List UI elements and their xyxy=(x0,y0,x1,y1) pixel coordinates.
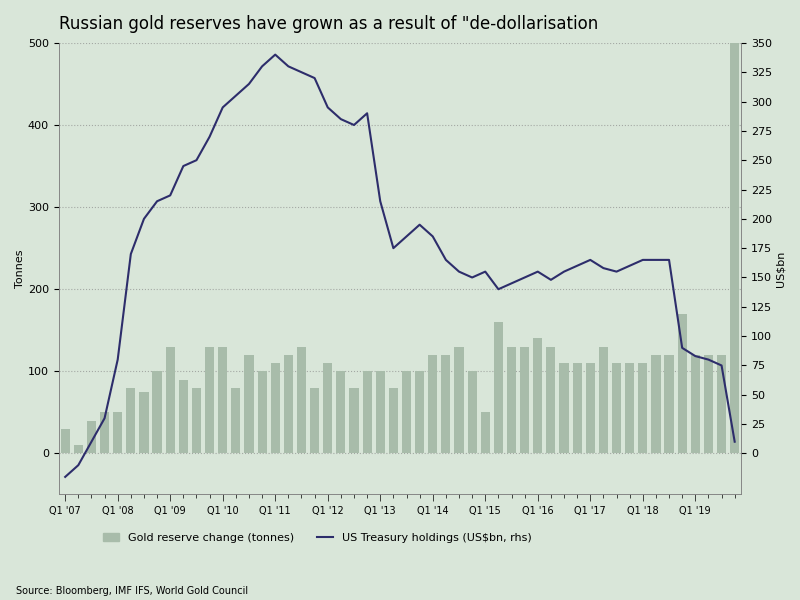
Bar xyxy=(678,314,686,454)
Bar xyxy=(559,363,569,454)
Bar xyxy=(389,388,398,454)
Bar xyxy=(284,355,293,454)
Bar xyxy=(231,388,241,454)
Bar xyxy=(310,388,319,454)
Bar xyxy=(258,371,266,454)
Bar xyxy=(113,412,122,454)
Bar xyxy=(573,363,582,454)
Bar xyxy=(704,355,713,454)
Y-axis label: US$bn: US$bn xyxy=(775,251,785,287)
Bar xyxy=(166,347,175,454)
Legend: Gold reserve change (tonnes), US Treasury holdings (US$bn, rhs): Gold reserve change (tonnes), US Treasur… xyxy=(98,529,537,548)
Bar xyxy=(100,412,109,454)
Bar xyxy=(625,363,634,454)
Bar xyxy=(586,363,595,454)
Y-axis label: Tonnes: Tonnes xyxy=(15,250,25,288)
Bar xyxy=(126,388,135,454)
Bar xyxy=(74,445,83,454)
Bar xyxy=(402,371,411,454)
Bar xyxy=(494,322,503,454)
Bar xyxy=(612,363,621,454)
Bar xyxy=(428,355,438,454)
Text: Source: Bloomberg, IMF IFS, World Gold Council: Source: Bloomberg, IMF IFS, World Gold C… xyxy=(16,586,248,596)
Bar xyxy=(218,347,227,454)
Bar xyxy=(651,355,661,454)
Bar xyxy=(546,347,555,454)
Bar xyxy=(244,355,254,454)
Bar xyxy=(665,355,674,454)
Bar xyxy=(415,371,424,454)
Bar xyxy=(454,347,464,454)
Bar xyxy=(350,388,358,454)
Bar xyxy=(336,371,346,454)
Bar xyxy=(507,347,516,454)
Bar xyxy=(139,392,149,454)
Bar xyxy=(467,371,477,454)
Bar xyxy=(192,388,201,454)
Bar xyxy=(61,429,70,454)
Text: Russian gold reserves have grown as a result of "de-dollarisation: Russian gold reserves have grown as a re… xyxy=(58,15,598,33)
Bar xyxy=(638,363,647,454)
Bar xyxy=(376,371,385,454)
Bar xyxy=(533,338,542,454)
Bar xyxy=(599,347,608,454)
Bar xyxy=(297,347,306,454)
Bar xyxy=(323,363,332,454)
Bar xyxy=(442,355,450,454)
Bar xyxy=(362,371,372,454)
Bar xyxy=(87,421,96,454)
Bar xyxy=(205,347,214,454)
Bar xyxy=(717,355,726,454)
Bar xyxy=(481,412,490,454)
Bar xyxy=(690,355,700,454)
Bar xyxy=(270,363,280,454)
Bar xyxy=(178,380,188,454)
Bar xyxy=(520,347,530,454)
Bar xyxy=(153,371,162,454)
Bar xyxy=(730,43,739,454)
